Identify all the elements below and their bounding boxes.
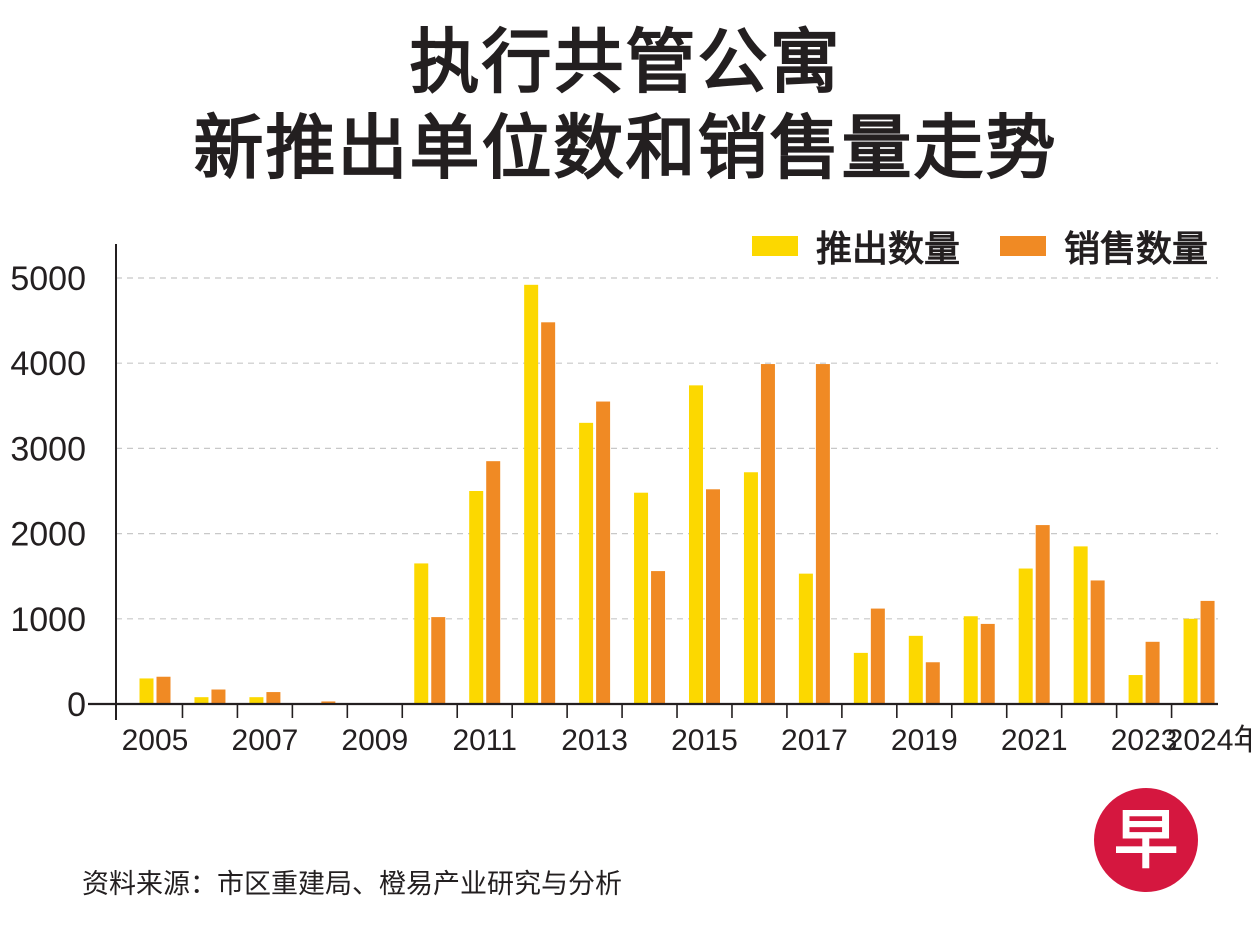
bar-launched-2019 [908, 635, 923, 704]
x-tick-label-2017: 2017 [781, 724, 848, 757]
bar-launched-2014 [634, 492, 649, 704]
legend-item-sold: 销售数量 [1000, 224, 1208, 270]
bar-sold-2016 [760, 364, 775, 704]
logo-circle [1094, 788, 1198, 892]
source-note: 资料来源：市区重建局、橙易产业研究与分析 [82, 869, 622, 900]
bar-launched-2007 [249, 697, 264, 704]
bar-sold-2021 [1035, 525, 1050, 704]
x-tick-label-2015: 2015 [671, 724, 738, 757]
bar-sold-2023 [1145, 641, 1160, 704]
bar-sold-2024 [1200, 600, 1215, 704]
bar-sold-2018 [870, 608, 885, 704]
x-tick-label-2019: 2019 [891, 724, 958, 757]
x-tick-label-2023: 2023 [1111, 724, 1178, 757]
bar-launched-2006 [194, 697, 209, 704]
y-tick-label-5000: 5000 [10, 260, 86, 298]
bar-launched-2017 [798, 573, 813, 704]
bar-sold-2005 [156, 676, 171, 704]
legend-label-launched: 推出数量 [816, 229, 961, 270]
zaobao-logo: 早 [1094, 788, 1198, 892]
y-tick-label-2000: 2000 [10, 516, 86, 554]
bar-launched-2013 [579, 422, 594, 704]
bars [139, 284, 1215, 704]
y-tick-label-3000: 3000 [10, 430, 86, 468]
y-tick-label-4000: 4000 [10, 345, 86, 383]
x-tick-labels: 2005 2007 2009 2011 2013 2015 2017 2019 2021 2023… [122, 724, 1251, 757]
axes [88, 244, 1218, 720]
x-tick-label-2013: 2013 [561, 724, 628, 757]
bar-launched-2024 [1183, 618, 1198, 704]
y-tick-label-0: 0 [67, 686, 86, 724]
bar-sold-2010 [431, 617, 446, 704]
x-tick-label-2021: 2021 [1001, 724, 1068, 757]
bar-launched-2021 [1018, 568, 1033, 704]
bar-launched-2011 [469, 491, 484, 704]
chart-title-line-1: 执行共管公寓 [409, 21, 842, 103]
bar-sold-2007 [266, 692, 281, 704]
x-tick-label-2007: 2007 [232, 724, 299, 757]
bar-sold-2019 [925, 662, 940, 704]
bar-launched-2018 [853, 652, 868, 704]
logo-text: 早 [1114, 804, 1178, 878]
bar-launched-2012 [524, 284, 539, 704]
legend-swatch-launched [752, 236, 798, 256]
bar-launched-2005 [139, 678, 154, 704]
bar-launched-2020 [963, 616, 978, 704]
bar-launched-2010 [414, 563, 429, 704]
bar-sold-2008 [321, 701, 336, 704]
legend-item-launched: 推出数量 [752, 224, 960, 270]
legend-label-sold: 销售数量 [1064, 229, 1209, 270]
bar-sold-2011 [486, 461, 501, 704]
x-tick-label-2024: 2024年 [1167, 724, 1251, 757]
bar-launched-2016 [743, 472, 758, 704]
grid-lines [116, 277, 1218, 620]
x-tick-label-2009: 2009 [341, 724, 408, 757]
bar-launched-2022 [1073, 546, 1088, 704]
y-tick-labels: 0 1000 2000 3000 4000 5000 [10, 260, 86, 724]
x-tick-label-2011: 2011 [452, 724, 517, 757]
bar-sold-2012 [541, 322, 556, 704]
bar-sold-2013 [596, 401, 611, 704]
bar-sold-2022 [1090, 580, 1105, 704]
y-tick-label-1000: 1000 [10, 601, 86, 639]
bar-sold-2006 [211, 689, 226, 704]
bar-sold-2020 [980, 623, 995, 704]
x-tick-label-2005: 2005 [122, 724, 189, 757]
chart-title-line-2: 新推出单位数和销售量走势 [193, 107, 1058, 189]
bar-launched-2023 [1128, 675, 1143, 704]
bar-sold-2017 [815, 364, 830, 704]
bar-launched-2015 [689, 385, 703, 704]
legend-swatch-sold [1000, 236, 1046, 256]
bar-sold-2014 [651, 571, 666, 704]
bar-sold-2015 [706, 489, 720, 704]
